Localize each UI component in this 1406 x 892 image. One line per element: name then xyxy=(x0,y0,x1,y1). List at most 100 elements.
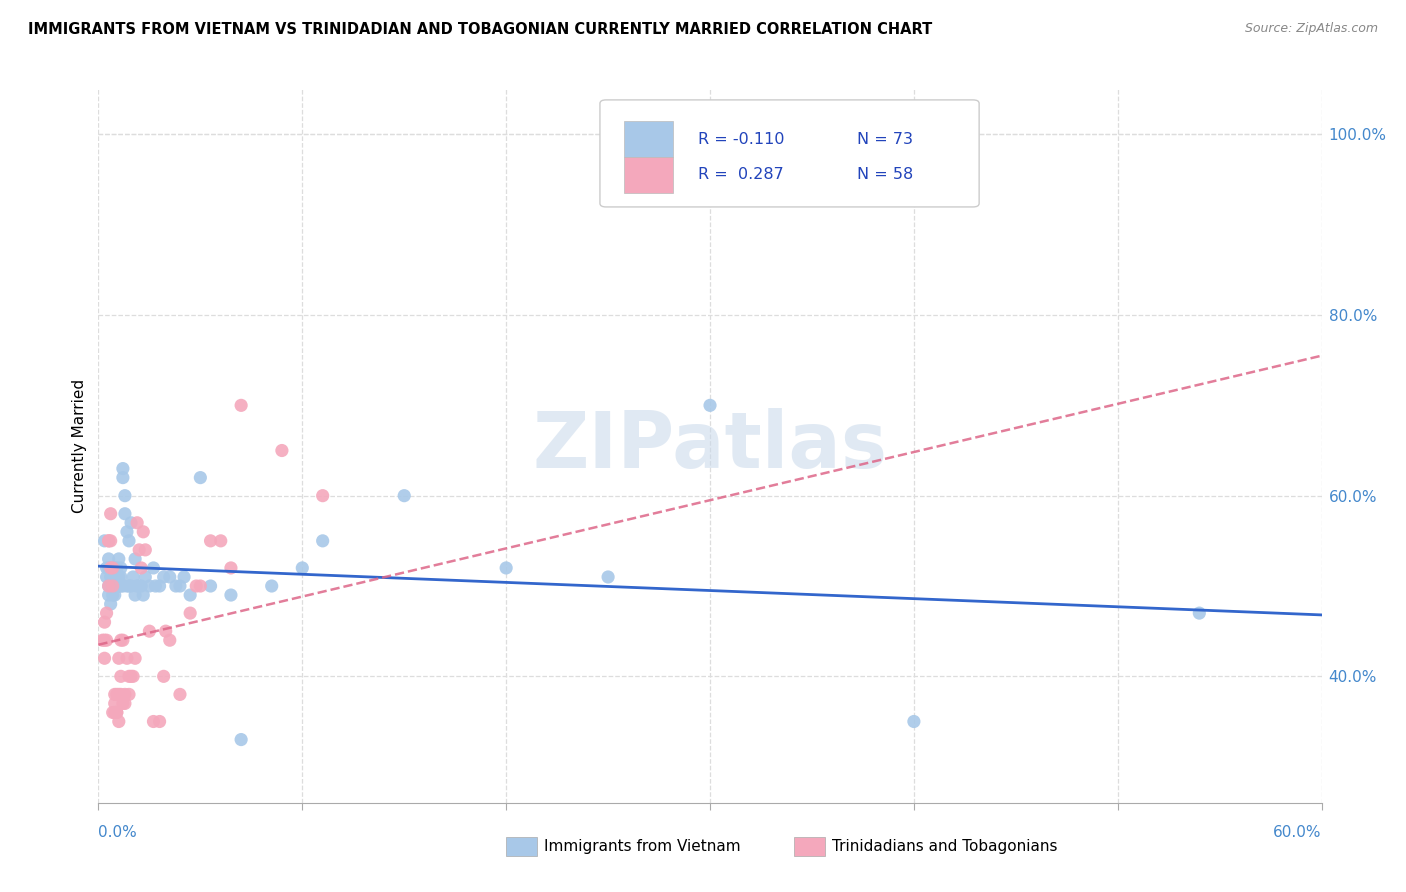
Text: ZIPatlas: ZIPatlas xyxy=(533,408,887,484)
Point xyxy=(97,533,120,548)
Point xyxy=(312,489,335,503)
Point xyxy=(291,561,314,575)
Point xyxy=(108,570,131,584)
Point xyxy=(104,588,127,602)
Point xyxy=(96,633,118,648)
Text: Source: ZipAtlas.com: Source: ZipAtlas.com xyxy=(1244,22,1378,36)
Point xyxy=(188,579,212,593)
Point xyxy=(155,624,177,639)
Point xyxy=(115,651,138,665)
Point xyxy=(128,542,150,557)
Point xyxy=(120,669,142,683)
Point xyxy=(104,579,127,593)
Point xyxy=(122,669,145,683)
Point xyxy=(104,687,127,701)
Point xyxy=(97,533,120,548)
Point xyxy=(100,561,122,575)
Text: IMMIGRANTS FROM VIETNAM VS TRINIDADIAN AND TOBAGONIAN CURRENTLY MARRIED CORRELAT: IMMIGRANTS FROM VIETNAM VS TRINIDADIAN A… xyxy=(28,22,932,37)
Text: 0.0%: 0.0% xyxy=(98,825,138,840)
Point xyxy=(105,570,128,584)
Point xyxy=(179,588,201,602)
Point xyxy=(118,579,141,593)
Point xyxy=(97,561,120,575)
Point xyxy=(100,570,122,584)
Point xyxy=(105,579,128,593)
Point xyxy=(104,579,127,593)
Point xyxy=(200,533,222,548)
Point xyxy=(142,561,165,575)
Point xyxy=(110,669,132,683)
Point xyxy=(111,461,134,475)
Point xyxy=(104,697,127,711)
Point xyxy=(219,588,242,602)
Point xyxy=(110,579,132,593)
Text: R = -0.110: R = -0.110 xyxy=(697,132,785,146)
Point xyxy=(114,687,136,701)
Point xyxy=(115,579,138,593)
Point xyxy=(91,633,114,648)
Point xyxy=(93,533,115,548)
Point xyxy=(101,579,124,593)
Point xyxy=(97,579,120,593)
Point xyxy=(231,732,253,747)
Point xyxy=(115,524,138,539)
Point xyxy=(129,579,152,593)
Point xyxy=(111,633,134,648)
Bar xyxy=(624,157,673,193)
Point xyxy=(145,579,167,593)
Point xyxy=(159,633,181,648)
Point xyxy=(111,579,134,593)
Point xyxy=(110,687,132,701)
Point xyxy=(392,489,416,503)
Point xyxy=(100,561,122,575)
Point xyxy=(120,516,142,530)
Point xyxy=(108,687,131,701)
Point xyxy=(138,624,160,639)
Point xyxy=(699,398,721,412)
Point xyxy=(1188,606,1211,620)
Point xyxy=(127,516,149,530)
Point xyxy=(93,651,115,665)
Point xyxy=(134,570,156,584)
Point xyxy=(108,579,131,593)
Point xyxy=(122,570,145,584)
Point xyxy=(97,552,120,566)
Text: Trinidadians and Tobagonians: Trinidadians and Tobagonians xyxy=(832,839,1057,854)
Point xyxy=(101,588,124,602)
FancyBboxPatch shape xyxy=(600,100,979,207)
Point xyxy=(128,579,150,593)
Point xyxy=(118,533,141,548)
Point xyxy=(114,697,136,711)
Point xyxy=(270,443,294,458)
Point xyxy=(132,524,155,539)
Point xyxy=(142,714,165,729)
Point xyxy=(134,542,156,557)
Point xyxy=(101,579,124,593)
Point xyxy=(97,579,120,593)
Point xyxy=(105,579,128,593)
Point xyxy=(104,570,127,584)
Point xyxy=(124,651,146,665)
Point xyxy=(598,570,620,584)
Point xyxy=(495,561,517,575)
Text: R =  0.287: R = 0.287 xyxy=(697,168,783,182)
Point xyxy=(108,579,131,593)
Point xyxy=(104,561,127,575)
Point xyxy=(101,570,124,584)
Point xyxy=(104,706,127,720)
Point xyxy=(118,687,141,701)
Point xyxy=(209,533,232,548)
Point xyxy=(105,687,128,701)
Text: 60.0%: 60.0% xyxy=(1274,825,1322,840)
Point xyxy=(231,398,253,412)
Point xyxy=(93,615,115,629)
Point xyxy=(149,714,172,729)
Point xyxy=(96,606,118,620)
Text: Immigrants from Vietnam: Immigrants from Vietnam xyxy=(544,839,741,854)
Text: N = 73: N = 73 xyxy=(856,132,912,146)
Point xyxy=(97,588,120,602)
Point xyxy=(101,561,124,575)
Point xyxy=(903,714,925,729)
Point xyxy=(105,561,128,575)
Point xyxy=(165,579,187,593)
